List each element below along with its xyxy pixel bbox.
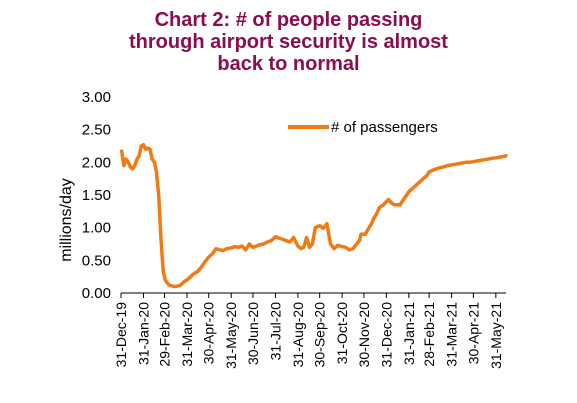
x-tick-label: 31-May-20	[223, 302, 239, 369]
x-tick-label: 31-Dec-19	[113, 302, 129, 368]
chart-title-line-2: through airport security is almost	[129, 31, 448, 53]
x-axis: 31-Dec-19 31-Jan-20 29-Feb-20 31-Mar-20 30-A…	[113, 293, 504, 369]
y-tick-label: 2.00	[82, 154, 111, 171]
x-tick-label: 31-Jan-21	[401, 302, 417, 365]
x-tick-label: 31-Jul-20	[267, 302, 283, 361]
x-tick-label: 31-Oct-20	[334, 302, 350, 364]
legend-label-passengers: # of passengers	[331, 119, 438, 136]
plot-area	[119, 142, 508, 289]
x-tick-label: 31-Aug-20	[290, 302, 306, 368]
x-tick-label: 31-Mar-20	[179, 302, 195, 367]
x-tick-label: 31-Dec-20	[378, 302, 394, 368]
chart-title-line-1: Chart 2: # of people passing	[154, 9, 423, 31]
y-axis: 0.00 0.50 1.00 1.50 2.00 2.50 3.00	[82, 89, 111, 302]
x-tick-label: 31-Mar-21	[444, 302, 460, 367]
x-tick-label: 30-Sep-20	[312, 302, 328, 368]
x-tick-label: 28-Feb-21	[421, 302, 437, 367]
x-tick-label: 29-Feb-20	[157, 302, 173, 367]
y-tick-label: 0.00	[82, 285, 111, 302]
x-tick-label: 30-Apr-20	[201, 302, 217, 364]
chart-title: Chart 2: # of people passing through air…	[60, 9, 517, 75]
x-tick-label: 30-Apr-21	[465, 302, 481, 364]
x-tick-label: 31-Jan-20	[135, 302, 151, 365]
x-tick-label: 31-May-21	[488, 302, 504, 369]
y-tick-label: 0.50	[82, 252, 111, 269]
y-tick-label: 1.00	[82, 220, 111, 237]
legend: # of passengers	[288, 119, 438, 136]
y-tick-label: 3.00	[82, 89, 111, 106]
x-tick-label: 30-Jun-20	[245, 302, 261, 365]
chart-title-line-3: back to normal	[217, 53, 360, 75]
y-tick-label: 2.50	[82, 122, 111, 139]
x-tick-label: 30-Nov-20	[356, 302, 372, 368]
y-tick-label: 1.50	[82, 187, 111, 204]
y-axis-label: millions/day	[58, 178, 75, 262]
series-line-passengers	[119, 142, 508, 289]
